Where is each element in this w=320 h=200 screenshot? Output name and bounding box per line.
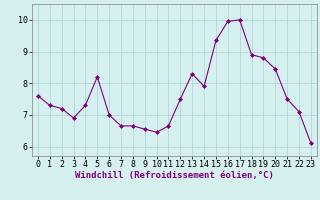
X-axis label: Windchill (Refroidissement éolien,°C): Windchill (Refroidissement éolien,°C) bbox=[75, 171, 274, 180]
